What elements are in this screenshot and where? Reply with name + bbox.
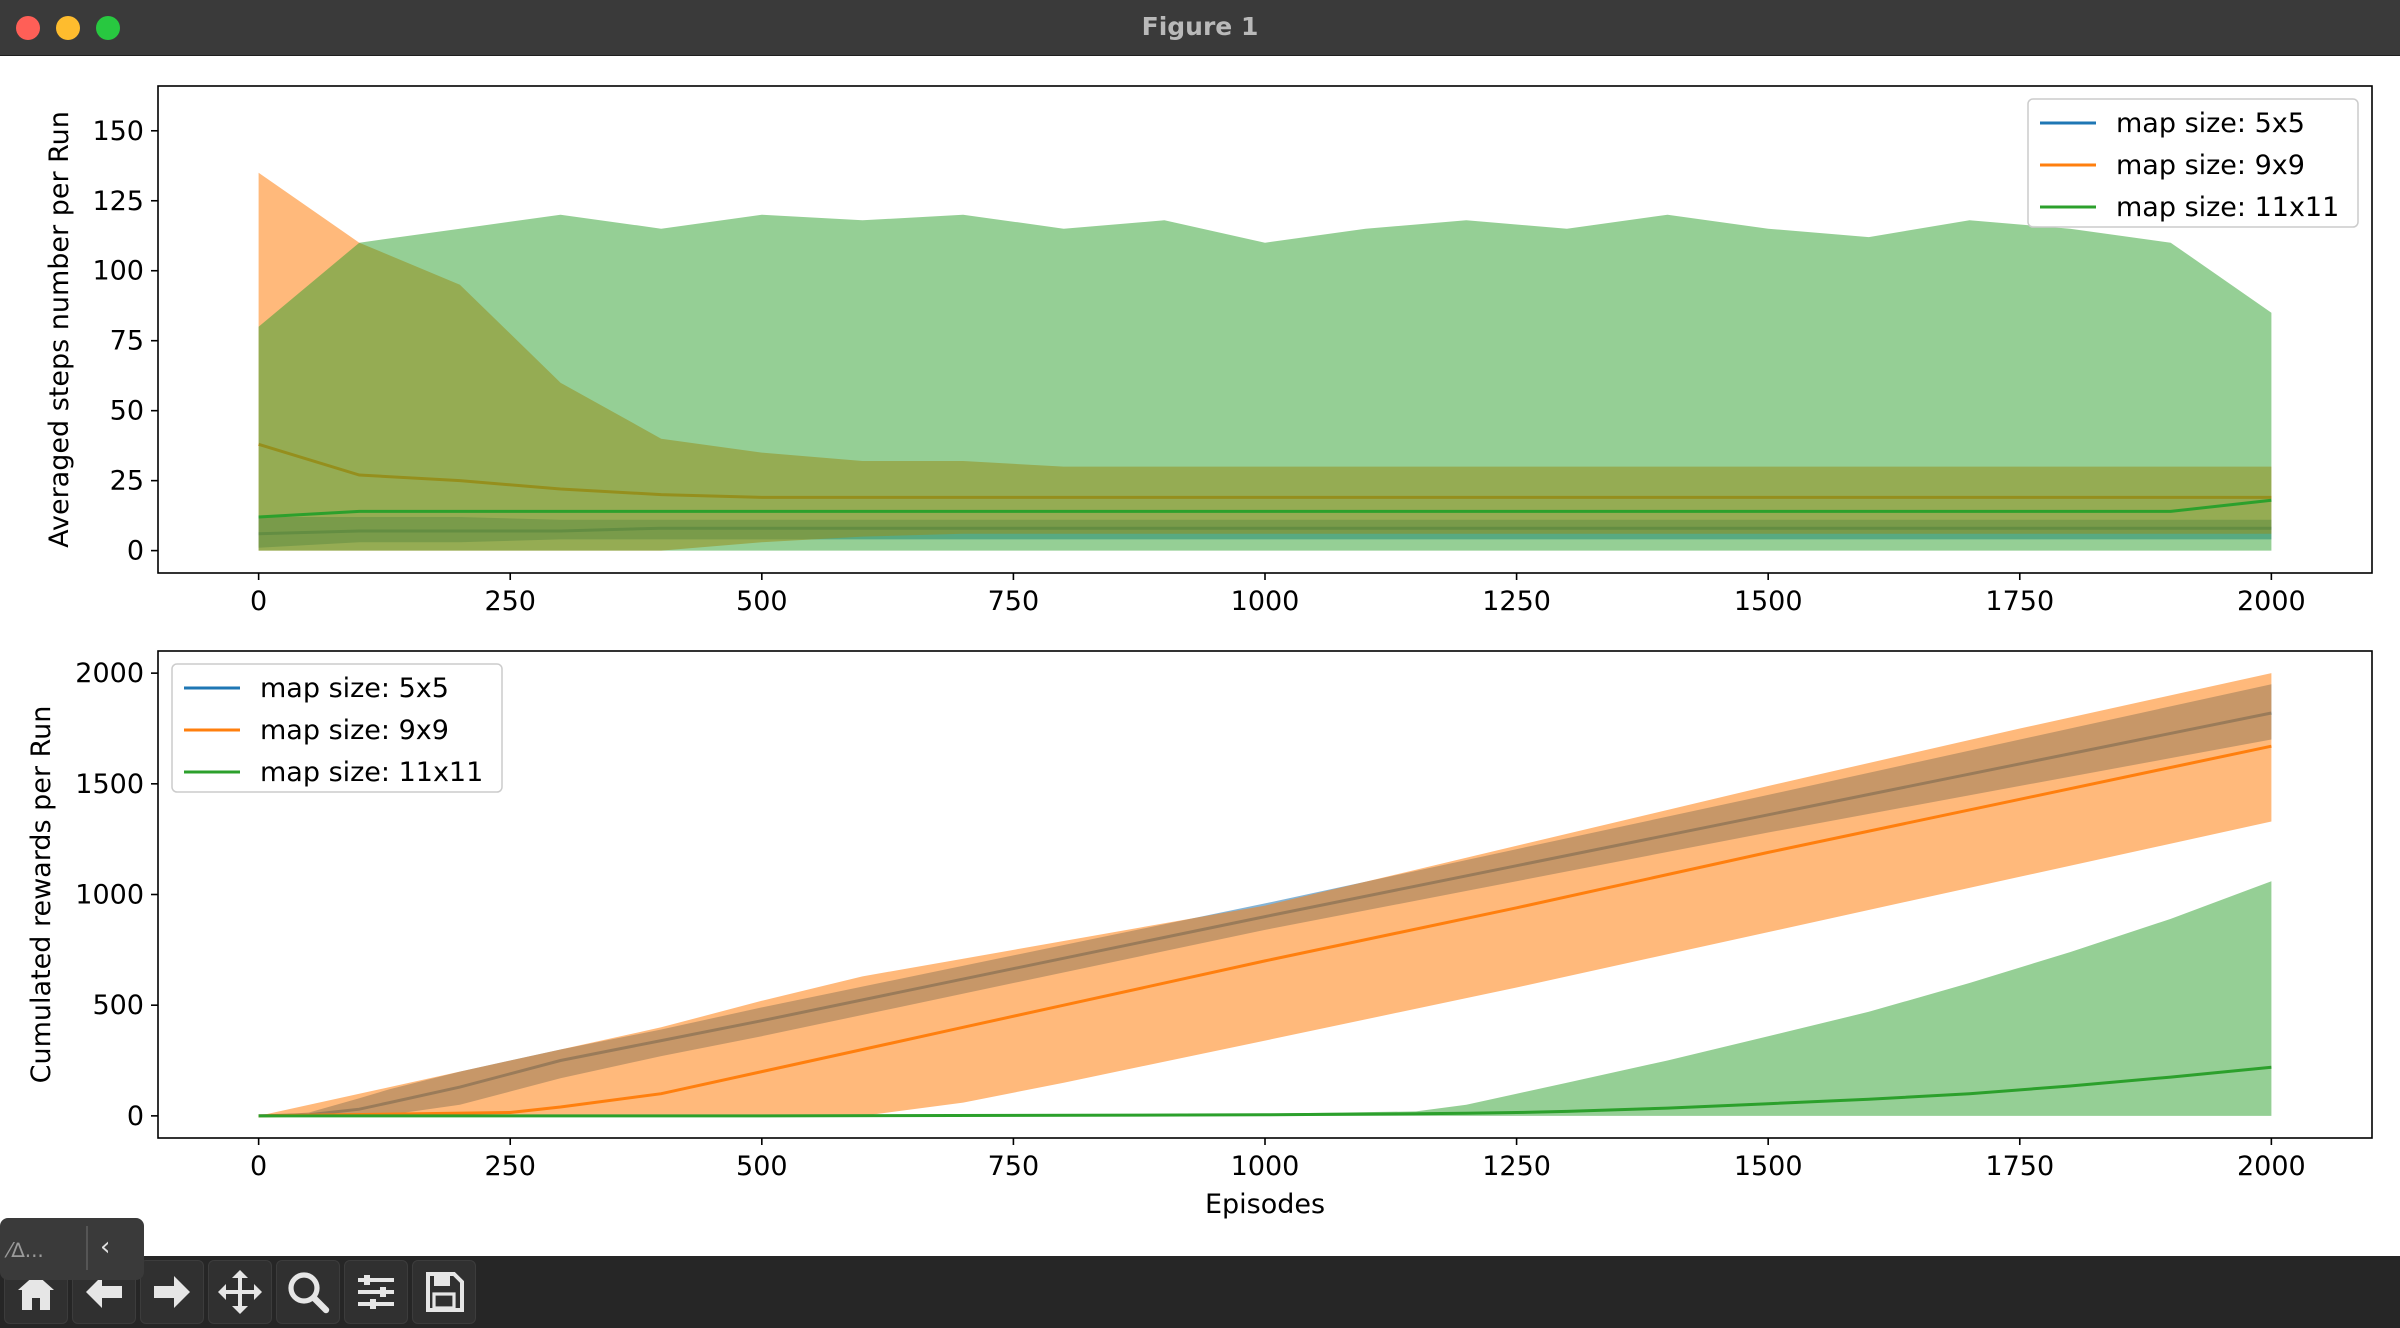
series-line-2 xyxy=(258,744,2272,1118)
legend-label: map size: 11x11 xyxy=(260,757,483,788)
legend-label: map size: 11x11 xyxy=(2116,192,2339,223)
x-tick-label: 1250 xyxy=(1482,1151,1551,1182)
x-tick-label: 500 xyxy=(736,586,788,617)
x-tick-label: 1250 xyxy=(1482,586,1551,617)
x-tick-label: 2000 xyxy=(2237,586,2306,617)
chevron-left-icon[interactable]: ‹ xyxy=(100,1232,111,1262)
x-tick-label: 250 xyxy=(484,586,536,617)
window-title: Figure 1 xyxy=(1141,12,1259,41)
series-band-2 xyxy=(258,673,2272,1116)
legend: map size: 5x5 map size: 9x9 map size: 11x1… xyxy=(171,663,503,793)
y-tick-label: 25 xyxy=(110,466,144,497)
configure-sliders-icon xyxy=(358,1275,394,1309)
y-tick-label: 0 xyxy=(127,536,144,567)
collapsed-panel-tab[interactable]: ⁄∆... ‹ xyxy=(0,1218,144,1280)
y-tick-label: 125 xyxy=(92,186,144,217)
series-line-3 xyxy=(258,1065,2272,1118)
series-band-3 xyxy=(258,214,2272,551)
series-line-3 xyxy=(258,498,2272,519)
y-tick-label: 2000 xyxy=(75,658,144,689)
x-tick-label: 1000 xyxy=(1231,1151,1300,1182)
y-tick-label: 50 xyxy=(110,396,144,427)
pan-button[interactable] xyxy=(208,1260,272,1324)
maximize-window-button[interactable] xyxy=(96,16,120,40)
x-axis-label: Episodes xyxy=(1205,1189,1325,1220)
x-tick-label: 500 xyxy=(736,1151,788,1182)
x-tick-label: 1500 xyxy=(1734,1151,1803,1182)
legend-box xyxy=(171,663,503,793)
x-tick-label: 0 xyxy=(250,1151,267,1182)
x-tick-label: 1750 xyxy=(1985,586,2054,617)
forward-button[interactable] xyxy=(140,1260,204,1324)
legend-label: map size: 5x5 xyxy=(2116,108,2305,139)
legend-label: map size: 9x9 xyxy=(2116,150,2305,181)
x-tick-label: 750 xyxy=(988,586,1040,617)
navigation-toolbar xyxy=(0,1256,2400,1328)
legend-box xyxy=(2027,98,2359,228)
back-arrow-icon xyxy=(86,1276,122,1308)
y-tick-label: 1500 xyxy=(75,769,144,800)
steps-axes: 0 250 500 750 1000 1250 1500 1750 2000 0 25 50 75 100… xyxy=(44,85,2373,617)
x-tick-label: 750 xyxy=(988,1151,1040,1182)
panel-tab-label: ⁄∆... xyxy=(8,1238,44,1262)
minimize-window-button[interactable] xyxy=(56,16,80,40)
zoom-magnifier-icon xyxy=(288,1272,330,1314)
series-band-3 xyxy=(258,881,2272,1116)
y-tick-label: 1000 xyxy=(75,880,144,911)
window-titlebar: Figure 1 xyxy=(0,0,2400,56)
legend: map size: 5x5 map size: 9x9 map size: 11x1… xyxy=(2027,98,2359,228)
x-tick-label: 1750 xyxy=(1985,1151,2054,1182)
close-window-button[interactable] xyxy=(16,16,40,40)
y-tick-label: 500 xyxy=(92,990,144,1021)
legend-label: map size: 5x5 xyxy=(260,673,449,704)
panel-tab-divider xyxy=(86,1226,88,1270)
y-tick-label: 150 xyxy=(92,116,144,147)
y-axis-label: Averaged steps number per Run xyxy=(44,111,75,548)
pan-move-icon xyxy=(218,1270,262,1314)
x-tick-label: 1000 xyxy=(1231,586,1300,617)
x-tick-label: 0 xyxy=(250,586,267,617)
save-floppy-icon xyxy=(426,1272,464,1312)
legend-label: map size: 9x9 xyxy=(260,715,449,746)
y-axis-label: Cumulated rewards per Run xyxy=(26,706,57,1084)
rewards-axes: 0 250 500 750 1000 1250 1500 1750 2000 0 500 1000 15… xyxy=(26,650,2373,1220)
y-tick-label: 0 xyxy=(127,1101,144,1132)
configure-subplots-button[interactable] xyxy=(344,1260,408,1324)
home-icon xyxy=(18,1274,54,1310)
x-tick-label: 2000 xyxy=(2237,1151,2306,1182)
x-tick-label: 250 xyxy=(484,1151,536,1182)
y-tick-label: 100 xyxy=(92,256,144,287)
y-tick-label: 75 xyxy=(110,326,144,357)
save-button[interactable] xyxy=(412,1260,476,1324)
figure-canvas: 0 250 500 750 1000 1250 1500 1750 20000255075100… xyxy=(0,56,2400,1256)
forward-arrow-icon xyxy=(154,1276,190,1308)
zoom-button[interactable] xyxy=(276,1260,340,1324)
x-tick-label: 1500 xyxy=(1734,586,1803,617)
